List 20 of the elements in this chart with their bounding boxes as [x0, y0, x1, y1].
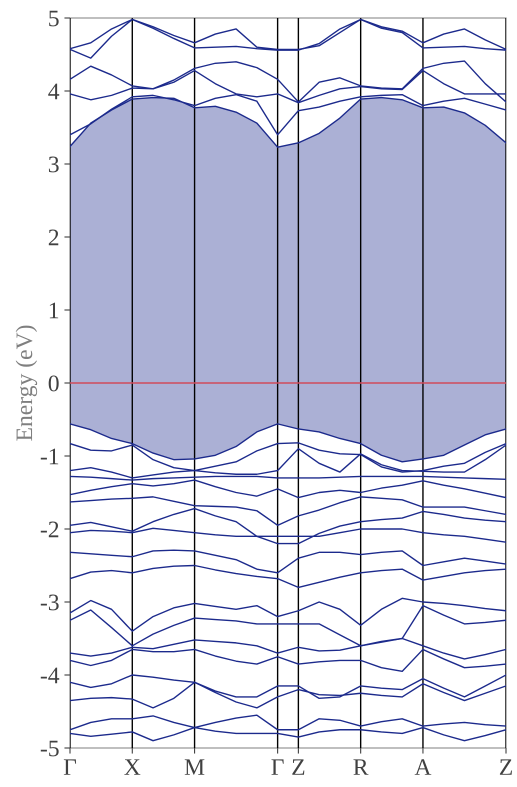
x-tick-label: R — [353, 759, 369, 775]
x-tick-label: Γ — [271, 759, 284, 775]
x-tick-label: Z — [500, 759, 512, 775]
y-tick-label: -5 — [40, 740, 59, 756]
y-tick-label: 5 — [49, 10, 59, 26]
y-tick-label: 1 — [50, 302, 58, 318]
y-axis-title: Energy (eV) — [16, 326, 38, 441]
x-tick-label: Γ — [64, 759, 76, 775]
y-tick-label: -2 — [40, 522, 58, 538]
x-tick-label: A — [414, 759, 432, 775]
x-tick-label: M — [184, 759, 204, 775]
x-tick-label: X — [124, 759, 140, 775]
y-tick-label: -3 — [40, 594, 59, 610]
y-tick-label: 3 — [48, 156, 59, 172]
x-tick-label: Z — [292, 759, 304, 775]
y-tick-label: 4 — [48, 84, 60, 100]
y-tick-label: -4 — [40, 668, 60, 684]
y-tick-label: 2 — [48, 230, 58, 246]
y-tick-label: -1 — [40, 448, 58, 464]
y-tick-label: 0 — [48, 375, 59, 392]
